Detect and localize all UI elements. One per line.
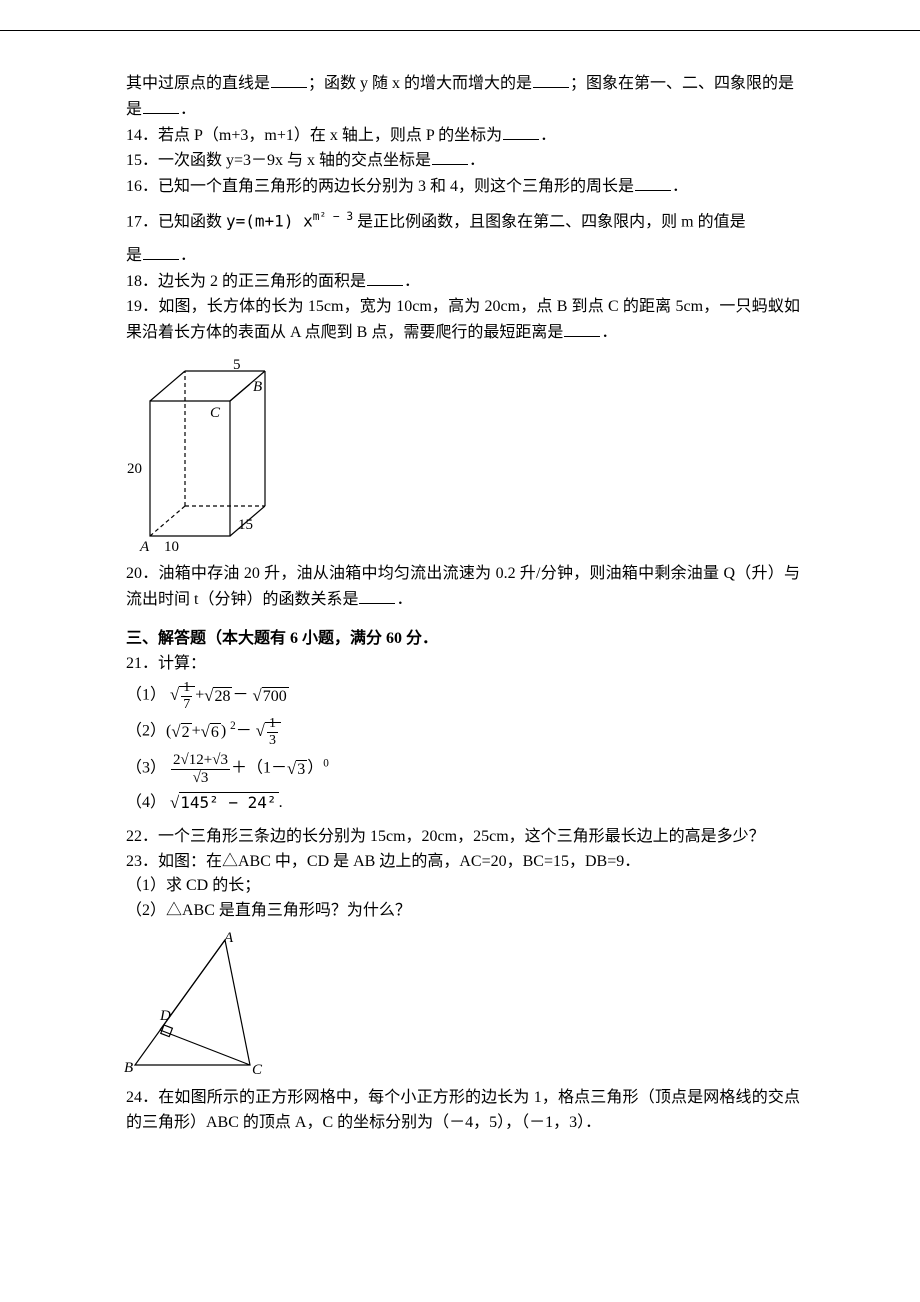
q18: 18．边长为 2 的正三角形的面积是．: [126, 269, 800, 295]
blank-18: [367, 269, 403, 286]
blank-16: [635, 174, 671, 191]
q21: 21．计算：: [126, 652, 800, 677]
svg-text:B: B: [253, 379, 262, 395]
blank-14: [503, 123, 539, 140]
blank-15: [432, 148, 468, 165]
q17: 17．已知函数 y=(m+1) xm² − 3 是正比例函数，且图象在第二、四象…: [126, 208, 800, 235]
blank-13b: [533, 71, 569, 88]
q21-2: （2）(2+6) 2－ 13: [126, 716, 800, 748]
q23-1: （1）求 CD 的长；: [126, 874, 800, 899]
q14: 14．若点 P（m+3，m+1）在 x 轴上，则点 P 的坐标为．: [126, 123, 800, 149]
svg-text:C: C: [210, 405, 221, 421]
q21-4: （4） 145² − 24².: [126, 790, 800, 817]
blank-17: [143, 243, 179, 260]
svg-text:B: B: [124, 1060, 133, 1076]
q22: 22．一个三角形三条边的长分别为 15cm，20cm，25cm，这个三角形最长边…: [126, 825, 800, 850]
svg-text:20: 20: [127, 461, 142, 477]
svg-text:C: C: [252, 1062, 263, 1078]
blank-20: [359, 587, 395, 604]
blank-13a: [271, 71, 307, 88]
q21-3: （3） 2√12+√3√3＋（1－3）0: [126, 752, 800, 786]
blank-19: [564, 320, 600, 337]
q16: 16．已知一个直角三角形的两边长分别为 3 和 4，则这个三角形的周长是．: [126, 174, 800, 200]
q15: 15．一次函数 y=3－9x 与 x 轴的交点坐标是．: [126, 148, 800, 174]
q13-continued-2: 是．: [126, 97, 800, 123]
q13-continued: 其中过原点的直线是；函数 y 随 x 的增大而增大的是；图象在第一、二、四象限的…: [126, 71, 800, 97]
q23: 23．如图：在△ABC 中，CD 是 AB 边上的高，AC=20，BC=15，D…: [126, 850, 800, 875]
svg-text:A: A: [223, 930, 234, 946]
q23-2: （2）△ABC 是直角三角形吗？为什么？: [126, 899, 800, 924]
q24: 24．在如图所示的正方形网格中，每个小正方形的边长为 1，格点三角形（顶点是网格…: [126, 1086, 800, 1136]
figure-triangle: A B C D: [120, 930, 800, 1080]
section-3-title: 三、解答题（本大题有 6 小题，满分 60 分．: [126, 627, 800, 652]
q20: 20．油箱中存油 20 升，油从油箱中均匀流出流速为 0.2 升/分钟，则油箱中…: [126, 562, 800, 613]
q19: 19．如图，长方体的长为 15cm，宽为 10cm，高为 20cm，点 B 到点…: [126, 295, 800, 346]
svg-text:5: 5: [233, 357, 241, 373]
svg-text:A: A: [139, 539, 150, 555]
svg-text:10: 10: [164, 539, 179, 555]
figure-cuboid: 5 B C 20 15 A 10: [120, 351, 800, 556]
q21-1: （1） 17+28－ 700: [126, 680, 800, 712]
svg-text:D: D: [159, 1008, 171, 1024]
blank-13c: [143, 97, 179, 114]
q17b: 是．: [126, 243, 800, 269]
svg-text:15: 15: [238, 517, 253, 533]
